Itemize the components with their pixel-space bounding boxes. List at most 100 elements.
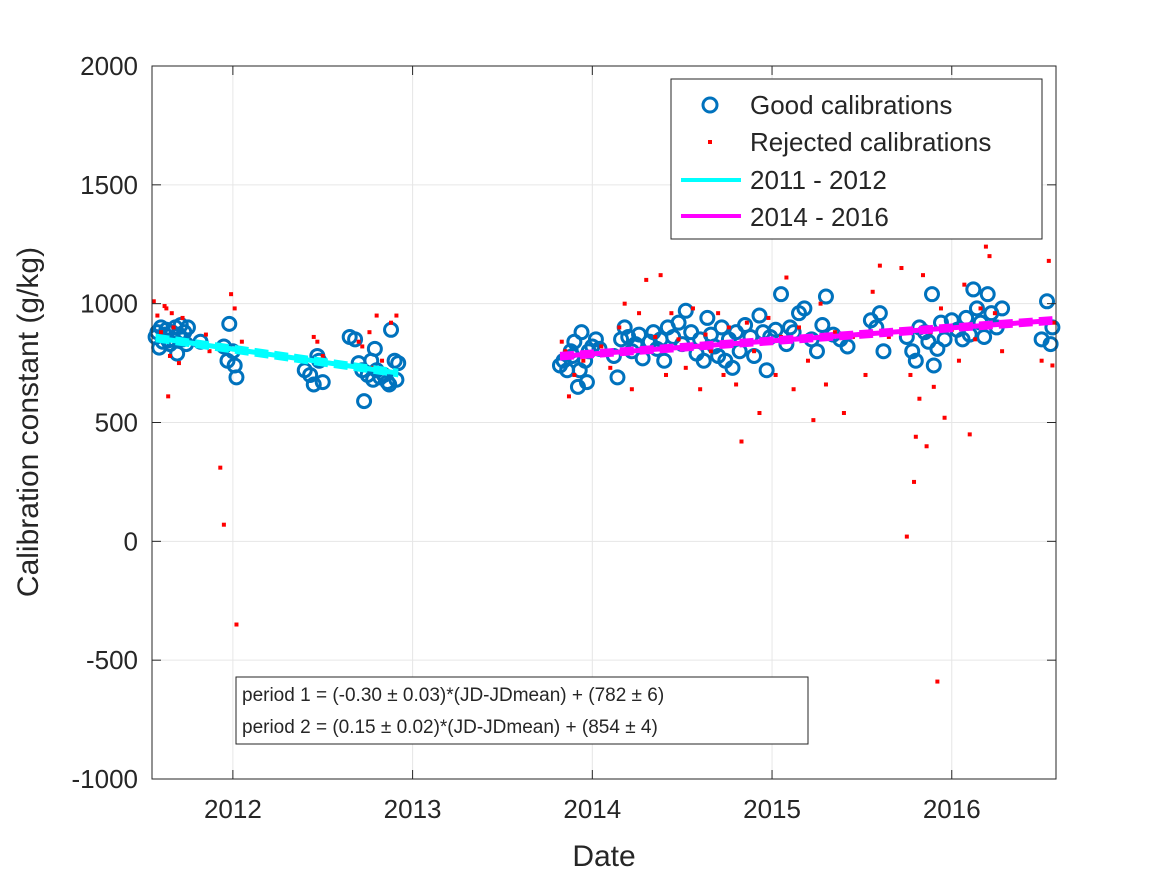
- rejected-calibration-point: [367, 330, 372, 335]
- rejected-calibration-point: [739, 439, 744, 444]
- rejected-calibration-point: [167, 353, 172, 358]
- good-calibration-point: [1039, 293, 1056, 310]
- good-calibration-point: [670, 314, 687, 331]
- rejected-calibration-point: [229, 292, 234, 297]
- rejected-calibration-point: [203, 332, 208, 337]
- rejected-calibration-point: [784, 275, 789, 280]
- rejected-calibration-point: [908, 372, 913, 377]
- y-axis-label: Calibration constant (g/kg): [12, 247, 45, 597]
- rejected-calibration-point: [169, 311, 174, 316]
- rejected-calibration-point: [917, 396, 922, 401]
- good-calibration-point: [817, 288, 834, 305]
- good-calibration-point: [871, 305, 888, 322]
- rejected-calibration-point: [311, 334, 316, 339]
- legend-marker-good: [701, 96, 719, 114]
- rejected-calibration-point: [389, 320, 394, 325]
- good-calibration-point: [656, 352, 673, 369]
- rejected-calibration-point: [669, 311, 674, 316]
- rejected-calibration-point: [962, 282, 967, 287]
- rejected-calibration-point: [766, 315, 771, 320]
- rejected-calibration-point: [716, 311, 721, 316]
- rejected-calibration-point: [708, 349, 713, 354]
- rejected-calibration-point: [935, 679, 940, 684]
- good-calibration-point: [808, 343, 825, 360]
- rejected-calibration-point: [752, 349, 757, 354]
- rejected-calibration-point: [978, 306, 983, 311]
- rejected-calibration-point: [992, 311, 997, 316]
- rejected-calibration-point: [703, 332, 708, 337]
- good-calibration-point: [936, 331, 953, 348]
- rejected-calibration-point: [380, 358, 385, 363]
- rejected-calibration-point: [166, 394, 171, 399]
- good-calibration-point: [573, 324, 590, 341]
- rejected-calibration-point: [566, 394, 571, 399]
- rejected-calibration-point: [239, 339, 244, 344]
- fit-band-period1: [155, 339, 399, 378]
- fit-band-period2: [559, 316, 1053, 355]
- good-calibration-point: [773, 286, 790, 303]
- rejected-calibration-point: [877, 263, 882, 268]
- x-axis-label: Date: [572, 840, 635, 873]
- x-tick-label: 2016: [923, 794, 981, 824]
- good-calibration-point: [221, 315, 238, 332]
- good-calibration-point: [796, 300, 813, 317]
- rejected-calibration-point: [563, 349, 568, 354]
- rejected-calibration-point: [773, 372, 778, 377]
- rejected-calibration-point: [581, 358, 586, 363]
- good-calibration-point: [695, 352, 712, 369]
- fit-band-period1: [155, 333, 399, 372]
- good-calibration-point: [904, 343, 921, 360]
- good-calibration-point: [979, 286, 996, 303]
- y-tick-label: 500: [95, 408, 138, 438]
- good-calibration-point: [965, 281, 982, 298]
- legend-marker-rejected: [708, 140, 712, 144]
- fit-band-period2: [559, 321, 1053, 361]
- good-calibration-point: [724, 359, 741, 376]
- good-calibration-point: [1042, 336, 1059, 353]
- rejected-calibration-point: [698, 387, 703, 392]
- rejected-calibration-point: [942, 415, 947, 420]
- rejected-calibration-point: [608, 365, 613, 370]
- rejected-calibration-point: [559, 339, 564, 344]
- good-calibration-point: [366, 340, 383, 357]
- fit-line-period2: [559, 318, 1053, 359]
- rejected-calibration-point: [155, 313, 160, 318]
- y-tick-label: 1500: [80, 170, 138, 200]
- rejected-calibration-point: [234, 622, 239, 627]
- rejected-calibration-point: [158, 330, 163, 335]
- x-tick-label: 2012: [204, 794, 262, 824]
- rejected-calibration-point: [899, 266, 904, 271]
- rejected-calibration-point: [676, 337, 681, 342]
- rejected-calibration-point: [870, 289, 875, 294]
- rejected-calibration-point: [956, 358, 961, 363]
- rejected-calibration-point: [218, 465, 223, 470]
- good-calibration-point: [875, 343, 892, 360]
- x-tick-label: 2014: [563, 794, 621, 824]
- good-calibration-point: [587, 331, 604, 348]
- rejected-calibration-point: [921, 273, 926, 278]
- rejected-calibration-point: [690, 306, 695, 311]
- rejected-calibration-point: [599, 344, 604, 349]
- good-calibration-point: [578, 374, 595, 391]
- rejected-calibration-point: [886, 334, 891, 339]
- good-calibration-point: [751, 307, 768, 324]
- rejected-calibration-point: [637, 311, 642, 316]
- annotation-line-2: period 2 = (0.15 ± 0.02)*(JD-JDmean) + (…: [242, 717, 658, 738]
- rejected-calibration-point: [796, 325, 801, 330]
- good-calibration-point: [814, 317, 831, 334]
- good-calibration-point: [839, 338, 856, 355]
- fit-annotation: period 1 = (-0.30 ± 0.03)*(JD-JDmean) + …: [235, 676, 809, 745]
- good-calibration-point: [923, 286, 940, 303]
- rejected-calibration-point: [913, 434, 918, 439]
- y-tick-label: 2000: [80, 51, 138, 81]
- legend-label-period2: 2014 - 2016: [750, 202, 889, 232]
- rejected-calibration-point: [572, 372, 577, 377]
- rejected-calibration-point: [832, 330, 837, 335]
- rejected-calibration-point: [207, 349, 212, 354]
- rejected-calibration-point: [622, 301, 627, 306]
- good-calibration-point: [179, 319, 196, 336]
- rejected-calibration-point: [904, 534, 909, 539]
- good-calibration-point: [677, 302, 694, 319]
- rejected-calibration-point: [973, 337, 978, 342]
- good-calibration-point: [228, 369, 245, 386]
